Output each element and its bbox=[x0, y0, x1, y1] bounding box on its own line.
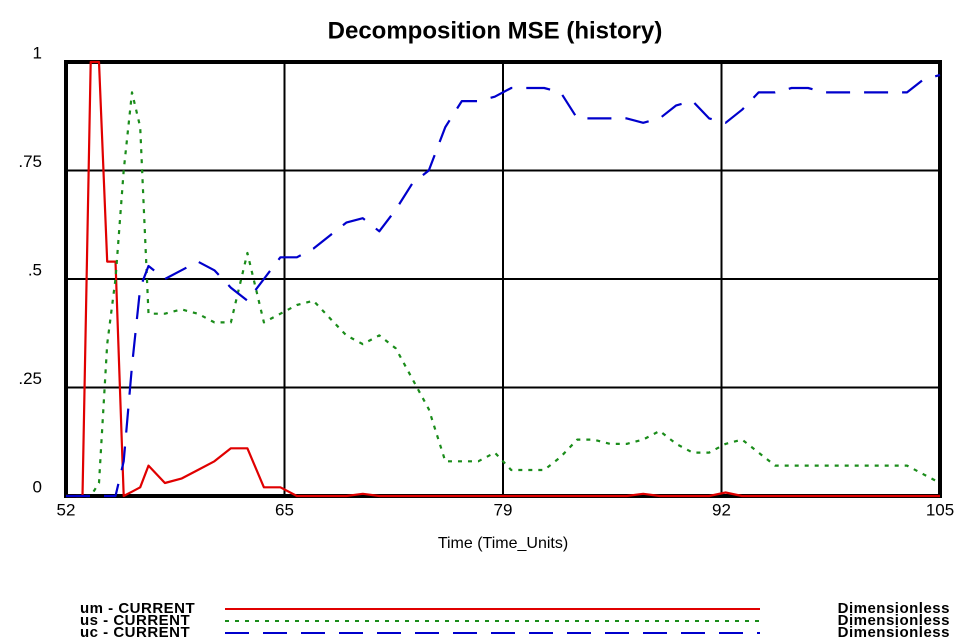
legend-label: uc - CURRENT bbox=[80, 624, 190, 641]
legend-label: um - CURRENT bbox=[80, 600, 195, 617]
y-tick-label: .5 bbox=[28, 260, 42, 279]
x-tick-label: 52 bbox=[57, 500, 76, 519]
y-tick-label: .25 bbox=[18, 369, 42, 388]
series-line bbox=[66, 91, 941, 498]
y-tick-label: .75 bbox=[18, 152, 42, 171]
legend-label: us - CURRENT bbox=[80, 612, 190, 629]
legend-units: Dimensionless bbox=[838, 624, 950, 641]
y-tick-label: 0 bbox=[33, 477, 42, 496]
x-tick-label: 65 bbox=[275, 500, 294, 519]
x-tick-label: 92 bbox=[712, 500, 731, 519]
series-line bbox=[66, 73, 941, 498]
chart-title: Decomposition MSE (history) bbox=[328, 17, 663, 44]
legend-units: Dimensionless bbox=[838, 612, 950, 629]
x-tick-label: 79 bbox=[494, 500, 513, 519]
x-tick-label: 105 bbox=[926, 500, 954, 519]
legend-units: Dimensionless bbox=[838, 600, 950, 617]
y-tick-label: 1 bbox=[33, 43, 42, 62]
x-axis-label: Time (Time_Units) bbox=[438, 535, 568, 552]
series-line bbox=[66, 60, 940, 498]
